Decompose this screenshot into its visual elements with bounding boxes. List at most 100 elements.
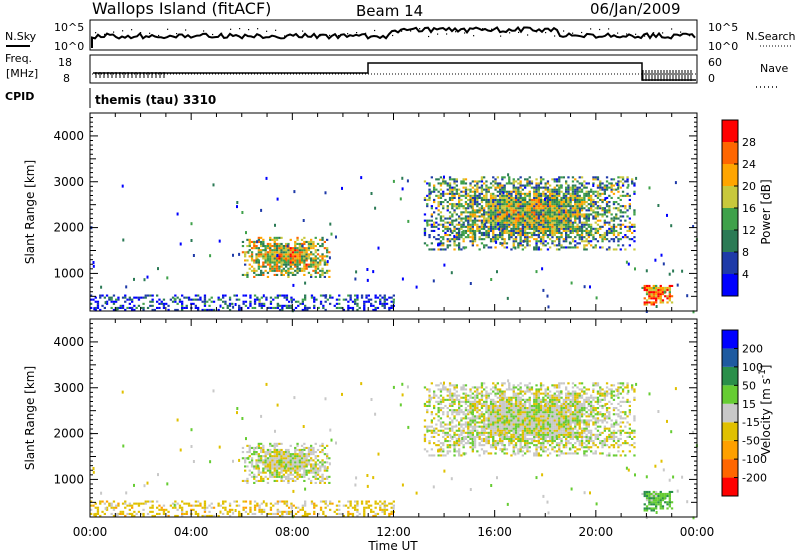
- heatmap-cell: [605, 203, 609, 206]
- heatmap-cell: [305, 249, 308, 252]
- heatmap-cell: [478, 227, 481, 230]
- heatmap-cell: [323, 261, 326, 264]
- heatmap-cell: [471, 435, 474, 438]
- heatmap-cell: [512, 242, 515, 245]
- heatmap-cell: [617, 234, 620, 237]
- scatter-cell: [377, 246, 380, 250]
- noise-search-dot: [329, 34, 331, 36]
- heatmap-cell: [303, 249, 306, 252]
- heatmap-cell: [494, 223, 497, 226]
- heatmap-cell: [428, 440, 431, 443]
- heatmap-cell: [496, 392, 499, 395]
- heatmap-cell: [489, 223, 493, 226]
- heatmap-cell: [560, 203, 563, 206]
- heatmap-cell: [462, 207, 465, 210]
- heatmap-cell: [314, 271, 317, 274]
- heatmap-cell: [626, 229, 629, 232]
- heatmap-cell: [266, 451, 270, 454]
- heatmap-cell: [528, 390, 531, 393]
- heatmap-cell: [505, 231, 509, 234]
- heatmap-cell: [526, 419, 529, 422]
- noise-search-dot: [221, 32, 223, 34]
- heatmap-cell: [585, 231, 588, 234]
- heatmap-cell: [512, 415, 515, 418]
- heatmap-cell: [356, 308, 359, 311]
- heatmap-cell: [521, 227, 524, 230]
- heatmap-cell: [599, 225, 602, 228]
- heatmap-cell: [496, 415, 499, 418]
- heatmap-cell: [314, 257, 317, 260]
- heatmap-cell: [455, 236, 458, 239]
- heatmap-cell: [528, 219, 531, 222]
- heatmap-cell: [489, 446, 493, 449]
- heatmap-cell: [503, 238, 506, 241]
- heatmap-cell: [296, 453, 299, 456]
- heatmap-cell: [533, 219, 536, 222]
- heatmap-cell: [580, 196, 584, 199]
- heatmap-cell: [555, 205, 559, 208]
- heatmap-cell: [471, 244, 474, 247]
- heatmap-cell: [489, 388, 493, 391]
- heatmap-cell: [298, 469, 301, 472]
- heatmap-cell: [289, 249, 292, 252]
- heatmap-cell: [510, 427, 513, 430]
- heatmap-cell: [476, 196, 479, 199]
- heatmap-cell: [462, 194, 465, 197]
- heatmap-cell: [512, 390, 515, 393]
- heatmap-cell: [510, 440, 513, 443]
- heatmap-cell: [510, 190, 513, 193]
- heatmap-cell: [533, 427, 536, 430]
- heatmap-cell: [628, 207, 631, 210]
- heatmap-cell: [439, 421, 443, 424]
- heatmap-cell: [260, 461, 263, 464]
- heatmap-cell: [524, 384, 527, 387]
- heatmap-cell: [471, 236, 474, 239]
- heatmap-cell: [483, 450, 486, 453]
- heatmap-cell: [599, 236, 602, 239]
- heatmap-cell: [594, 211, 597, 214]
- heatmap-cell: [253, 259, 256, 262]
- heatmap-cell: [428, 198, 431, 201]
- heatmap-cell: [496, 431, 499, 434]
- heatmap-cell: [542, 242, 545, 245]
- heatmap-cell: [255, 451, 258, 454]
- heatmap-cell: [521, 221, 524, 224]
- heatmap-cell: [458, 223, 461, 226]
- heatmap-cell: [555, 238, 559, 241]
- heatmap-cell: [485, 435, 488, 438]
- heatmap-cell: [499, 419, 502, 422]
- heatmap-cell: [480, 440, 484, 443]
- heatmap-cell: [90, 298, 93, 301]
- heatmap-cell: [626, 192, 629, 195]
- heatmap-cell: [661, 286, 665, 289]
- heatmap-cell: [489, 392, 493, 395]
- scatter-cell: [506, 296, 509, 300]
- heatmap-cell: [615, 248, 618, 251]
- heatmap-cell: [321, 473, 324, 476]
- freq-panel-frame: [89, 54, 698, 84]
- heatmap-cell: [458, 217, 461, 220]
- heatmap-cell: [512, 444, 515, 447]
- heatmap-cell: [528, 198, 531, 201]
- heatmap-cell: [296, 263, 299, 266]
- heatmap-cell: [294, 261, 297, 264]
- freq-change-marks: [95, 70, 692, 81]
- heatmap-cell: [569, 207, 572, 210]
- heatmap-cell: [521, 437, 524, 440]
- heatmap-cell: [430, 425, 433, 428]
- heatmap-cell: [458, 246, 461, 249]
- heatmap-cell: [266, 463, 270, 466]
- heatmap-cell: [266, 261, 270, 264]
- heatmap-cell: [255, 461, 258, 464]
- heatmap-cell: [510, 411, 513, 414]
- heatmap-cell: [464, 236, 468, 239]
- heatmap-cell: [492, 227, 495, 230]
- heatmap-cell: [442, 182, 445, 185]
- heatmap-cell: [156, 294, 159, 297]
- heatmap-cell: [549, 231, 552, 234]
- noise-search-dot: [419, 28, 421, 30]
- heatmap-cell: [601, 225, 604, 228]
- heatmap-cell: [321, 451, 324, 454]
- heatmap-cell: [314, 267, 317, 270]
- scatter-cell: [541, 267, 544, 271]
